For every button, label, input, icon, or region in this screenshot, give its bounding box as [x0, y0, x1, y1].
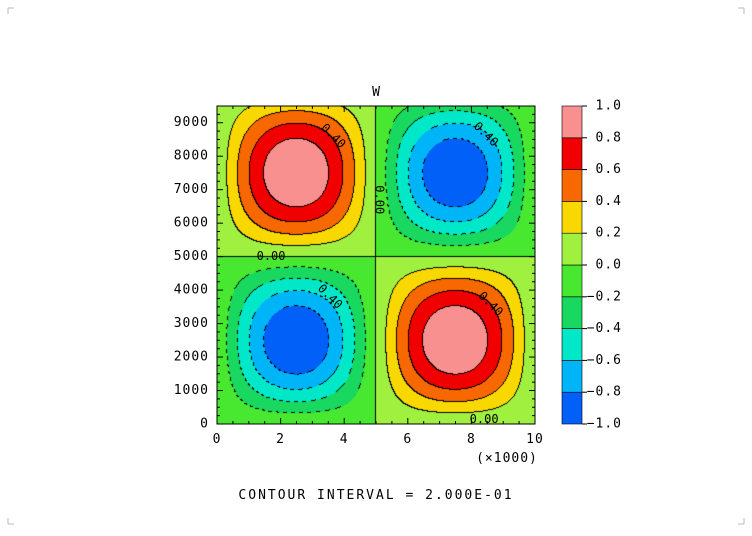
- y-tick-label-3: 3000: [174, 316, 209, 331]
- x-multiplier-label: (×1000): [476, 451, 538, 466]
- colorbar-swatch-9: [561, 105, 583, 139]
- colorbar-label-6: 0.2: [596, 226, 622, 241]
- x-axis: 0 2 4 6 8 10: [213, 106, 544, 447]
- x-tick-label-4: 8: [467, 432, 476, 447]
- y-tick-label-2: 2000: [174, 350, 209, 365]
- contour-label-6: 0.00: [470, 412, 499, 426]
- colorbar-swatch-5: [561, 232, 583, 266]
- y-axis: 0 1000 2000 3000 4000 5000 6000 7000 8000 9000: [174, 113, 535, 432]
- y-tick-label-5: 5000: [174, 249, 209, 264]
- x-tick-label-1: 2: [276, 432, 285, 447]
- x-tick-label-5: 10: [526, 432, 544, 447]
- x-tick-label-2: 4: [340, 432, 349, 447]
- contour-label-5: 0.00: [373, 185, 387, 214]
- colorbar-swatch-7: [561, 169, 583, 202]
- x-tick-label-0: 0: [213, 432, 222, 447]
- colorbar-label-8: 0.6: [596, 162, 622, 177]
- y-tick-label-0: 0: [200, 417, 209, 432]
- contour-label-4: 0.00: [257, 249, 286, 263]
- colorbar-swatch-0: [561, 391, 583, 425]
- colorbar-swatch-8: [561, 137, 583, 170]
- colorbar-label-3: −0.4: [587, 321, 622, 336]
- y-tick-label-4: 4000: [174, 283, 209, 298]
- colorbar-label-2: −0.6: [587, 353, 622, 368]
- y-tick-label-9: 9000: [174, 115, 209, 130]
- colorbar-label-9: 0.8: [596, 130, 622, 145]
- y-tick-label-1: 1000: [174, 383, 209, 398]
- contour-field: [217, 106, 535, 424]
- colorbar-swatch-4: [561, 264, 583, 298]
- contour-interval-label: CONTOUR INTERVAL = 2.000E-01: [238, 488, 513, 503]
- y-tick-label-7: 7000: [174, 182, 209, 197]
- colorbar-swatch-6: [561, 201, 583, 234]
- colorbar-label-4: −0.2: [587, 289, 622, 304]
- colorbar-swatch-2: [561, 328, 583, 361]
- colorbar-swatch-3: [561, 296, 583, 329]
- colorbar-label-10: 1.0: [596, 99, 622, 114]
- x-tick-label-3: 6: [403, 432, 412, 447]
- y-tick-label-6: 6000: [174, 216, 209, 231]
- colorbar-label-5: 0.0: [596, 258, 622, 273]
- colorbar-label-1: −0.8: [587, 385, 622, 400]
- colorbar-label-7: 0.4: [596, 194, 622, 209]
- colorbar: −1.0 −0.8 −0.6 −0.4 −0.2 0.0 0.2 0.4 0.6 0.8 1.0: [561, 99, 622, 432]
- y-tick-label-8: 8000: [174, 149, 209, 164]
- page-corner-marks: [7, 7, 745, 525]
- colorbar-swatch-1: [561, 360, 583, 393]
- colorbar-label-0: −1.0: [587, 417, 622, 432]
- chart-title: W: [372, 85, 380, 100]
